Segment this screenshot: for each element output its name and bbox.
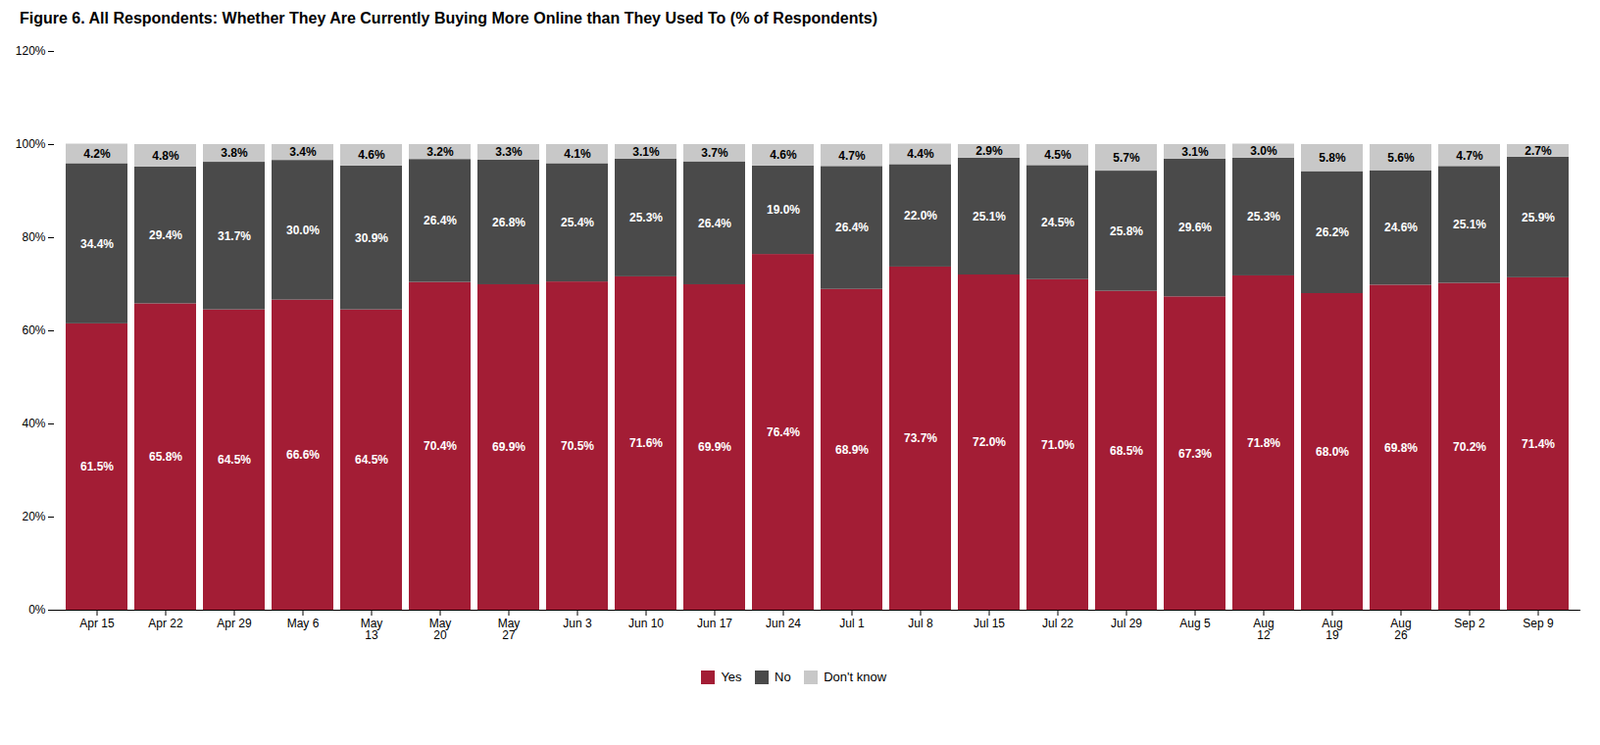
svg-text:25.9%: 25.9%: [1521, 210, 1555, 225]
svg-text:25.1%: 25.1%: [1452, 217, 1487, 232]
svg-text:3.1%: 3.1%: [632, 145, 660, 159]
svg-text:26.8%: 26.8%: [492, 215, 526, 230]
svg-text:68.9%: 68.9%: [835, 443, 869, 457]
svg-text:3.7%: 3.7%: [700, 146, 729, 160]
svg-text:71.6%: 71.6%: [629, 436, 663, 450]
svg-text:3.0%: 3.0%: [1250, 144, 1278, 158]
svg-text:71.8%: 71.8%: [1247, 436, 1281, 450]
svg-text:29.4%: 29.4%: [149, 228, 183, 243]
svg-text:3.4%: 3.4%: [289, 145, 317, 159]
svg-text:4.1%: 4.1%: [563, 147, 592, 161]
svg-text:69.9%: 69.9%: [698, 440, 732, 454]
svg-text:25.8%: 25.8%: [1109, 224, 1144, 239]
svg-text:20%: 20%: [21, 509, 46, 524]
svg-text:3.2%: 3.2%: [426, 145, 454, 159]
svg-text:Aug26: Aug26: [1390, 616, 1411, 643]
svg-text:2.9%: 2.9%: [975, 144, 1003, 158]
svg-text:25.3%: 25.3%: [629, 210, 663, 225]
svg-text:25.1%: 25.1%: [972, 209, 1006, 224]
svg-text:4.8%: 4.8%: [151, 149, 180, 163]
svg-text:71.4%: 71.4%: [1521, 437, 1555, 451]
svg-text:68.0%: 68.0%: [1315, 445, 1350, 459]
svg-text:Jul 15: Jul 15: [973, 616, 1005, 631]
svg-text:24.6%: 24.6%: [1384, 220, 1418, 235]
svg-text:67.3%: 67.3%: [1178, 447, 1212, 461]
svg-text:73.7%: 73.7%: [903, 431, 938, 446]
svg-text:3.1%: 3.1%: [1181, 145, 1209, 159]
svg-text:4.7%: 4.7%: [838, 149, 866, 163]
svg-text:60%: 60%: [21, 323, 46, 338]
svg-text:68.5%: 68.5%: [1109, 444, 1144, 458]
html-text:Figure 6. All Respondents: Whe: Figure 6. All Respondents: Whether They …: [19, 9, 878, 27]
svg-text:5.8%: 5.8%: [1318, 150, 1347, 165]
html-text:Don't know: Don't know: [823, 669, 887, 685]
svg-text:40%: 40%: [21, 416, 46, 431]
svg-text:May13: May13: [360, 616, 384, 643]
svg-text:Aug12: Aug12: [1252, 616, 1274, 643]
svg-text:Jun 3: Jun 3: [562, 616, 593, 631]
svg-text:Sep 9: Sep 9: [1522, 616, 1554, 631]
svg-text:25.3%: 25.3%: [1247, 209, 1281, 224]
svg-text:29.6%: 29.6%: [1178, 220, 1212, 235]
svg-text:31.7%: 31.7%: [217, 229, 251, 244]
svg-text:4.2%: 4.2%: [83, 147, 111, 161]
svg-text:69.8%: 69.8%: [1384, 441, 1418, 455]
svg-text:4.4%: 4.4%: [906, 147, 935, 161]
svg-text:100%: 100%: [15, 137, 47, 151]
svg-text:26.2%: 26.2%: [1315, 225, 1350, 240]
svg-text:22.0%: 22.0%: [903, 208, 938, 223]
svg-text:71.0%: 71.0%: [1041, 438, 1075, 452]
svg-text:72.0%: 72.0%: [972, 435, 1006, 450]
svg-text:120%: 120%: [15, 44, 47, 58]
svg-text:Jun 24: Jun 24: [765, 616, 801, 631]
svg-text:4.6%: 4.6%: [357, 148, 386, 162]
svg-text:19.0%: 19.0%: [766, 202, 800, 217]
svg-text:61.5%: 61.5%: [80, 459, 114, 474]
svg-text:Apr 15: Apr 15: [79, 616, 115, 631]
svg-text:Apr 29: Apr 29: [216, 616, 252, 631]
svg-text:66.6%: 66.6%: [286, 448, 320, 462]
svg-text:34.4%: 34.4%: [80, 237, 114, 251]
svg-text:80%: 80%: [21, 230, 46, 245]
svg-text:4.5%: 4.5%: [1044, 148, 1072, 162]
svg-text:May 6: May 6: [287, 616, 320, 631]
svg-text:Aug 5: Aug 5: [1179, 616, 1211, 631]
svg-text:Sep 2: Sep 2: [1453, 616, 1486, 631]
svg-text:Jul 29: Jul 29: [1110, 616, 1143, 631]
svg-text:70.2%: 70.2%: [1452, 440, 1487, 454]
svg-text:Apr 22: Apr 22: [148, 616, 184, 631]
html-text:No: No: [774, 669, 791, 685]
svg-text:24.5%: 24.5%: [1041, 215, 1075, 230]
svg-text:Jun 10: Jun 10: [628, 616, 664, 631]
svg-text:4.7%: 4.7%: [1455, 149, 1484, 163]
svg-text:5.7%: 5.7%: [1112, 150, 1141, 165]
svg-text:Aug19: Aug19: [1321, 616, 1343, 643]
svg-text:Jun 17: Jun 17: [697, 616, 733, 631]
svg-text:26.4%: 26.4%: [698, 216, 732, 231]
svg-text:3.8%: 3.8%: [220, 146, 249, 160]
svg-text:4.6%: 4.6%: [769, 148, 798, 162]
svg-text:Jul 22: Jul 22: [1042, 616, 1074, 631]
svg-text:69.9%: 69.9%: [492, 440, 526, 454]
svg-text:26.4%: 26.4%: [423, 213, 457, 228]
svg-text:Jul 8: Jul 8: [907, 616, 934, 631]
svg-text:5.6%: 5.6%: [1387, 150, 1415, 165]
svg-text:30.0%: 30.0%: [286, 223, 320, 238]
svg-text:3.3%: 3.3%: [495, 145, 523, 159]
svg-text:25.4%: 25.4%: [560, 215, 595, 230]
svg-text:26.4%: 26.4%: [835, 220, 869, 235]
svg-text:70.5%: 70.5%: [560, 439, 595, 453]
svg-text:May27: May27: [498, 616, 521, 643]
svg-text:0%: 0%: [28, 602, 47, 617]
svg-text:Jul 1: Jul 1: [839, 616, 865, 631]
svg-text:64.5%: 64.5%: [217, 452, 251, 467]
svg-text:76.4%: 76.4%: [766, 425, 800, 440]
html-text:Yes: Yes: [720, 669, 742, 685]
svg-text:70.4%: 70.4%: [423, 439, 457, 453]
svg-text:May20: May20: [429, 616, 452, 643]
svg-text:2.7%: 2.7%: [1524, 144, 1552, 158]
svg-text:64.5%: 64.5%: [354, 452, 389, 467]
svg-text:30.9%: 30.9%: [354, 231, 389, 246]
svg-text:65.8%: 65.8%: [149, 450, 183, 464]
